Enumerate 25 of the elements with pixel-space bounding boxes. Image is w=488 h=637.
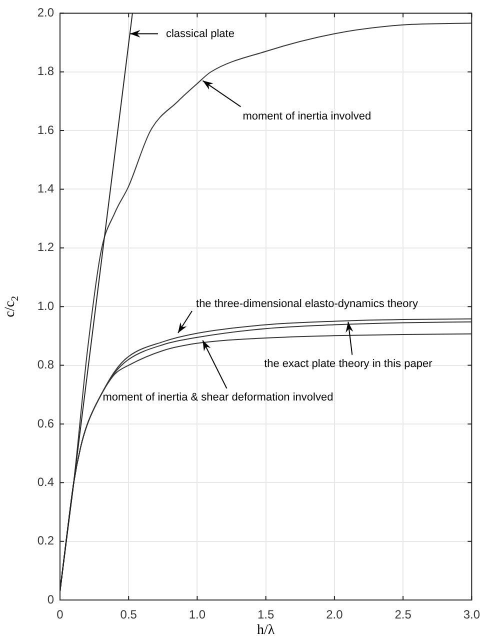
y-tick-label: 2.0 bbox=[37, 6, 54, 20]
x-tick-label: 1.5 bbox=[257, 608, 274, 622]
y-axis-title: c/c2 bbox=[3, 296, 21, 318]
y-tick-label: 1.8 bbox=[37, 64, 54, 78]
y-tick-label: 0.2 bbox=[37, 534, 54, 548]
y-tick-label: 1.0 bbox=[37, 298, 54, 313]
annotation: the three-dimensional elasto-dynamics theory bbox=[196, 298, 418, 310]
x-tick-label: 0.5 bbox=[120, 608, 138, 622]
y-tick-label: 0 bbox=[47, 592, 54, 606]
x-tick-label: 2.0 bbox=[326, 608, 344, 622]
x-tick-label: 1.0 bbox=[188, 608, 206, 622]
annotation: moment of inertia & shear deformation involved bbox=[102, 391, 334, 404]
y-tick-label: 1.2 bbox=[37, 240, 54, 254]
y-tick-label: 0.8 bbox=[37, 358, 54, 372]
x-tick-label: 0 bbox=[56, 608, 64, 622]
y-tick-label: 0.4 bbox=[37, 474, 54, 489]
y-tick-label: 1.6 bbox=[37, 122, 54, 137]
y-tick-label: 1.4 bbox=[37, 182, 54, 196]
annotation: the exact plate theory in this paper bbox=[264, 358, 433, 370]
x-tick-label: 3.0 bbox=[463, 608, 480, 622]
annotation: moment of inertia involved bbox=[242, 110, 372, 123]
annotation: classical plate bbox=[166, 28, 234, 40]
x-axis-title: h/λ bbox=[256, 623, 275, 637]
x-tick-label: 2.5 bbox=[394, 608, 412, 622]
y-tick-label: 0.6 bbox=[37, 416, 54, 430]
